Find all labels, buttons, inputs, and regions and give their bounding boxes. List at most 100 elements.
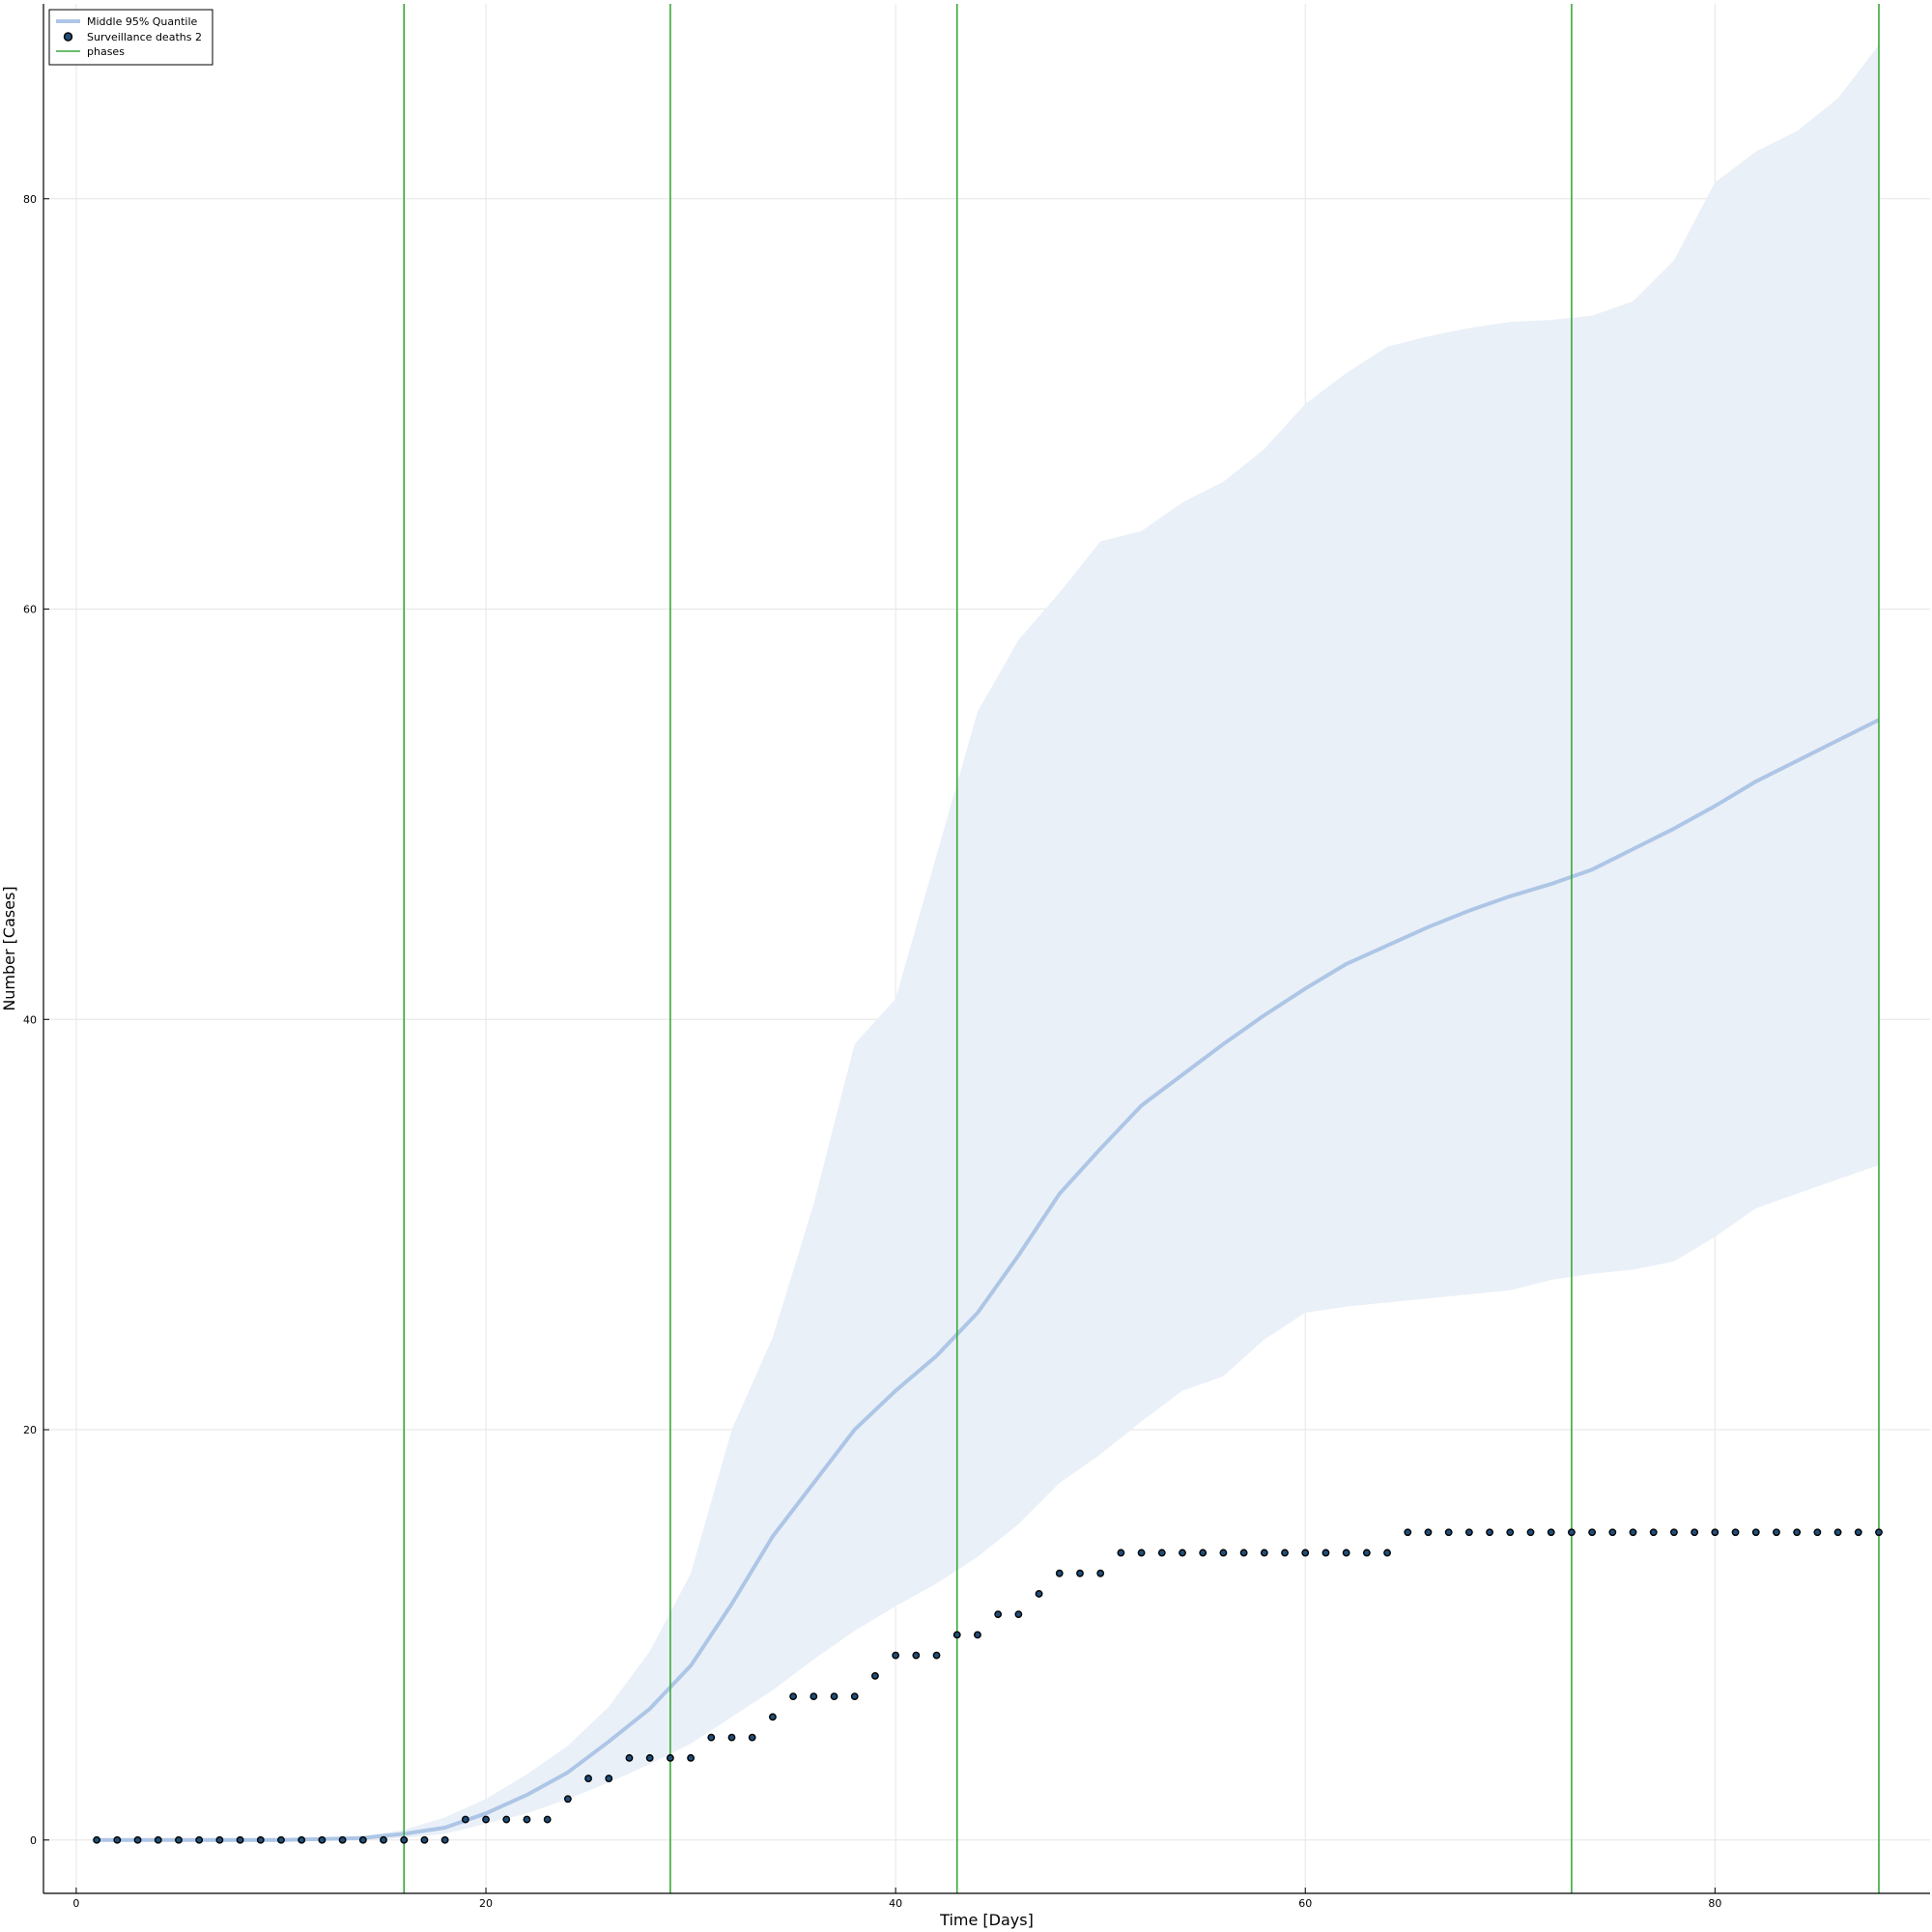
data-point (400, 1835, 409, 1844)
data-point (1486, 1528, 1493, 1537)
data-point (1362, 1548, 1371, 1557)
data-point (1854, 1528, 1862, 1537)
data-point (1773, 1528, 1780, 1537)
data-point (1875, 1528, 1883, 1537)
data-point (1629, 1528, 1637, 1537)
data-point (420, 1835, 429, 1844)
data-point (1117, 1548, 1125, 1557)
data-point (830, 1692, 838, 1701)
data-point (298, 1835, 306, 1844)
data-point (1219, 1548, 1228, 1557)
data-point (502, 1815, 511, 1824)
data-point (748, 1733, 756, 1742)
x-tick-label: 60 (1298, 1897, 1312, 1910)
data-point (1833, 1528, 1842, 1537)
legend-label-quantile: Middle 95% Quantile (87, 15, 198, 28)
data-point (215, 1835, 224, 1844)
legend: Middle 95% Quantile Surveillance deaths … (48, 9, 213, 66)
quantile-band-layer (97, 44, 1880, 1842)
data-point (1281, 1548, 1289, 1557)
data-point (1199, 1548, 1208, 1557)
data-point (113, 1835, 122, 1844)
data-point (1690, 1528, 1699, 1537)
data-point (584, 1775, 592, 1782)
data-point (769, 1713, 777, 1721)
data-point (1793, 1528, 1802, 1537)
data-point (1649, 1528, 1658, 1537)
data-point (1137, 1548, 1146, 1557)
y-tick-label: 0 (30, 1834, 37, 1847)
data-point (277, 1835, 285, 1844)
tick-labels: 0 20 40 60 80 0 20 40 60 80 (23, 193, 1721, 1910)
data-point (1464, 1528, 1473, 1537)
data-point (1301, 1548, 1310, 1557)
data-point (666, 1753, 674, 1762)
data-point (93, 1835, 101, 1844)
y-tick-label: 20 (23, 1424, 37, 1436)
data-point (195, 1835, 204, 1844)
data-point (1547, 1528, 1555, 1537)
data-point (543, 1815, 552, 1824)
data-point (687, 1753, 695, 1762)
x-tick-label: 40 (889, 1897, 902, 1910)
data-point (1526, 1528, 1535, 1537)
data-point (1506, 1528, 1515, 1537)
data-point (1096, 1569, 1105, 1577)
data-point (1239, 1548, 1248, 1557)
phase-lines (403, 4, 1880, 1893)
y-tick-label: 60 (23, 604, 37, 616)
data-point (563, 1795, 572, 1804)
data-point (1751, 1528, 1760, 1537)
legend-box (48, 9, 213, 66)
data-point (1608, 1528, 1617, 1537)
data-point (1813, 1528, 1822, 1537)
x-axis-label: Time [Days] (939, 1911, 1034, 1929)
data-point (236, 1835, 244, 1844)
data-point (358, 1835, 367, 1844)
x-tick-label: 80 (1708, 1897, 1721, 1910)
data-point (256, 1835, 265, 1844)
data-point (994, 1610, 1003, 1619)
data-point (645, 1753, 654, 1762)
y-tick-label: 40 (23, 1013, 37, 1026)
data-point (952, 1631, 961, 1639)
data-point (133, 1835, 142, 1844)
data-point (318, 1835, 327, 1844)
data-point (1157, 1548, 1166, 1557)
data-point (1731, 1528, 1740, 1537)
data-point (1444, 1528, 1453, 1537)
data-point (1014, 1610, 1023, 1619)
data-point (707, 1733, 716, 1742)
data-point (154, 1835, 162, 1844)
data-point (175, 1835, 183, 1844)
legend-point-swatch (63, 32, 73, 42)
data-point (871, 1671, 879, 1680)
data-point (1568, 1528, 1576, 1537)
data-point (338, 1835, 347, 1844)
data-point (482, 1815, 490, 1824)
data-point (1424, 1528, 1433, 1537)
data-point (932, 1651, 941, 1660)
legend-label-surveillance: Surveillance deaths 2 (87, 31, 202, 43)
data-point (1321, 1548, 1330, 1557)
data-point (605, 1775, 613, 1782)
data-point (1055, 1569, 1064, 1577)
legend-label-phases: phases (87, 45, 125, 58)
data-point (1035, 1590, 1043, 1598)
surveillance-points (93, 1528, 1883, 1844)
data-point (461, 1815, 469, 1824)
data-point (1260, 1548, 1268, 1557)
data-point (1588, 1528, 1597, 1537)
data-point (625, 1753, 634, 1762)
data-point (912, 1651, 921, 1660)
data-point (789, 1692, 798, 1701)
quantile-band-area (97, 44, 1880, 1840)
median-line (97, 718, 1880, 1842)
data-point (892, 1651, 900, 1660)
axes (43, 4, 1930, 1894)
data-point (1711, 1528, 1719, 1537)
data-point (440, 1835, 449, 1844)
data-point (380, 1835, 387, 1844)
data-point (1404, 1528, 1412, 1537)
